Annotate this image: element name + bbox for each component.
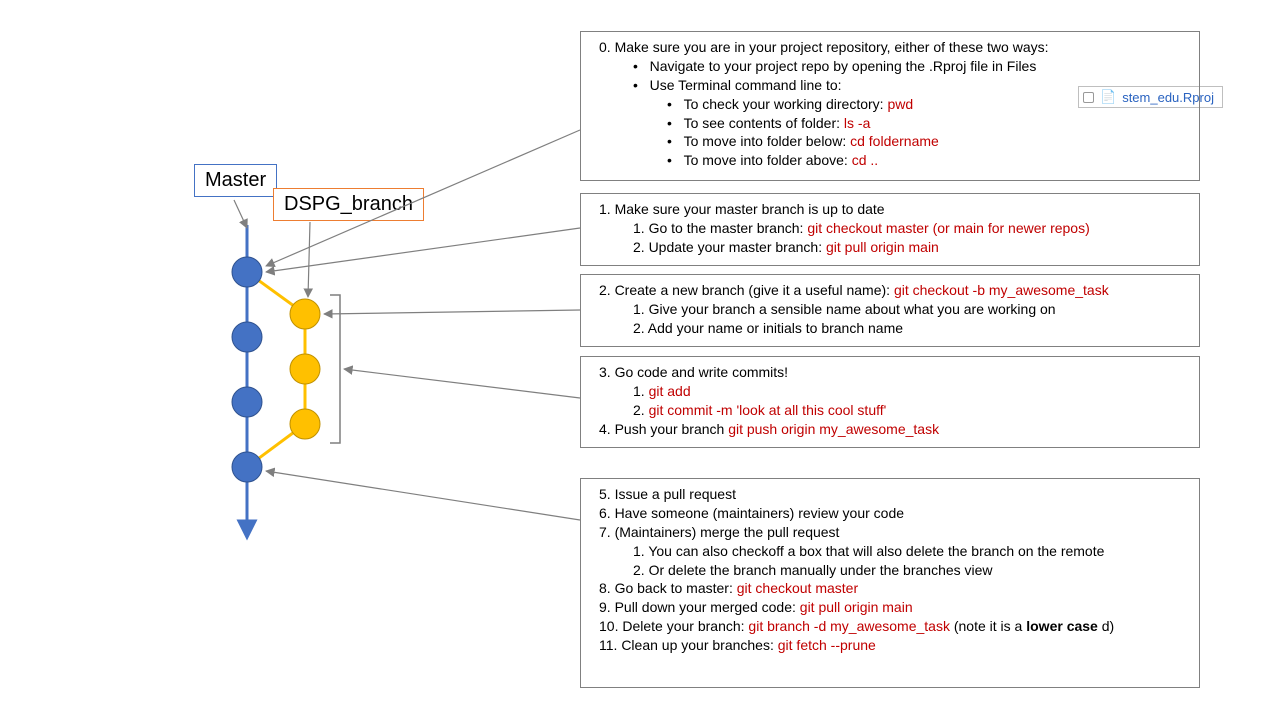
master-label-text: Master: [205, 169, 266, 191]
step-0-box: 0. Make sure you are in your project rep…: [580, 31, 1200, 181]
step-4-box: 5. Issue a pull request6. Have someone (…: [580, 478, 1200, 688]
branch-label: DSPG_branch: [273, 188, 424, 221]
master-label: Master: [194, 164, 277, 197]
step-1-box: 1. Make sure your master branch is up to…: [580, 193, 1200, 266]
branch-label-text: DSPG_branch: [284, 193, 413, 215]
step-3-box: 3. Go code and write commits!1. git add …: [580, 356, 1200, 448]
step-2-box: 2. Create a new branch (give it a useful…: [580, 274, 1200, 347]
